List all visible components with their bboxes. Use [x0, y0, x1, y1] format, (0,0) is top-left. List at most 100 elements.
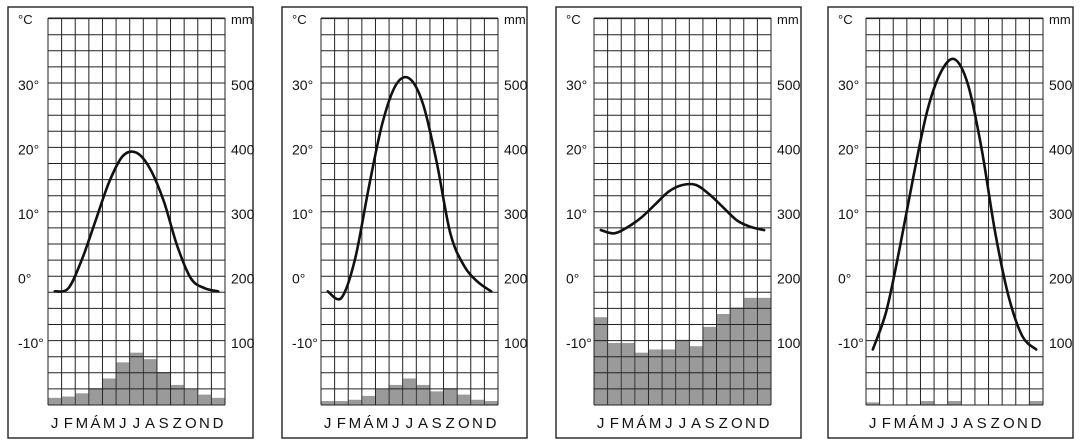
temp-tick-label: -10°: [292, 335, 318, 351]
month-label-10: O: [731, 415, 743, 432]
precip-bar-S: [430, 391, 444, 405]
month-label-8: S: [705, 415, 715, 432]
precip-tick-label: 500: [1049, 77, 1073, 93]
precip-bar-M: [102, 378, 116, 405]
temp-unit-label: °C: [838, 12, 853, 27]
precip-bar-Á: [362, 395, 375, 405]
precip-bar-J: [321, 401, 335, 405]
panel-frame: [281, 6, 528, 439]
precip-tick-label: 400: [1049, 142, 1073, 158]
month-label-7: A: [418, 415, 428, 432]
month-label-10: O: [458, 415, 470, 432]
temp-unit-label: °C: [18, 12, 33, 27]
precip-unit-label: mm: [504, 12, 526, 27]
month-label-7: A: [691, 415, 701, 432]
temp-unit-label: °C: [292, 12, 307, 27]
precip-bar-N: [471, 399, 484, 405]
precip-bar-J: [48, 397, 62, 405]
month-label-11: N: [199, 415, 210, 432]
precip-bar-A: [689, 346, 703, 405]
precip-bar-D: [1029, 401, 1043, 405]
precip-bar-J: [866, 402, 880, 405]
precip-bar-D: [484, 401, 498, 405]
month-label-2: M: [349, 415, 362, 432]
temperature-line: [53, 150, 220, 293]
precip-bar-D: [211, 397, 225, 405]
month-label-0: J: [51, 415, 59, 432]
precip-bar-M: [920, 401, 934, 405]
temp-tick-label: 0°: [566, 271, 579, 287]
precip-tick-label: 100: [504, 335, 528, 351]
month-label-5: J: [119, 415, 127, 432]
precip-tick-label: 200: [504, 271, 528, 287]
precip-bar-Z: [444, 388, 457, 405]
precip-bar-O: [457, 394, 471, 405]
month-label-3: Á: [908, 415, 918, 432]
temp-unit-label: °C: [566, 12, 581, 27]
month-label-4: M: [649, 415, 662, 432]
month-label-5: J: [665, 415, 673, 432]
month-label-12: D: [1031, 415, 1042, 432]
month-label-9: Z: [446, 415, 455, 432]
precip-tick-label: 200: [777, 271, 801, 287]
month-label-11: N: [472, 415, 483, 432]
month-label-12: D: [213, 415, 224, 432]
month-label-2: M: [622, 415, 635, 432]
precip-tick-label: 300: [1049, 206, 1073, 222]
month-label-7: A: [145, 415, 155, 432]
month-label-3: Á: [363, 415, 373, 432]
month-label-8: S: [977, 415, 987, 432]
month-label-9: Z: [173, 415, 182, 432]
precip-bar-M: [348, 399, 362, 405]
temp-tick-label: 10°: [566, 206, 587, 222]
temp-tick-label: 20°: [292, 142, 313, 158]
temp-tick-label: -10°: [566, 335, 592, 351]
month-label-7: A: [963, 415, 973, 432]
precip-bar-F: [62, 396, 75, 405]
precip-bar-M: [621, 343, 635, 405]
precip-bar-J: [403, 378, 416, 405]
precip-tick-label: 500: [231, 77, 255, 93]
month-label-6: J: [951, 415, 959, 432]
month-label-12: D: [486, 415, 497, 432]
precip-tick-label: 200: [231, 271, 255, 287]
temp-tick-label: 0°: [292, 271, 305, 287]
month-label-6: J: [133, 415, 141, 432]
precip-tick-label: 300: [777, 206, 801, 222]
panel-frame: [827, 6, 1074, 439]
temperature-line: [599, 182, 766, 235]
precip-bar-J: [662, 349, 676, 405]
month-label-10: O: [185, 415, 197, 432]
temp-tick-label: -10°: [838, 335, 864, 351]
precip-bar-A: [143, 359, 157, 405]
month-label-12: D: [759, 415, 770, 432]
precip-bar-F: [335, 401, 348, 405]
precip-bar-O: [184, 389, 198, 405]
precip-tick-label: 500: [504, 77, 528, 93]
temp-tick-label: 10°: [838, 206, 859, 222]
month-label-0: J: [869, 415, 877, 432]
month-label-2: M: [76, 415, 89, 432]
month-label-3: Á: [636, 415, 646, 432]
month-label-0: J: [597, 415, 605, 432]
month-label-4: M: [921, 415, 934, 432]
precip-bar-S: [703, 326, 717, 405]
month-label-1: F: [610, 415, 619, 432]
temp-tick-label: 0°: [838, 271, 851, 287]
month-label-4: M: [103, 415, 116, 432]
temp-tick-label: 30°: [292, 77, 313, 93]
month-label-6: J: [679, 415, 687, 432]
month-label-2: M: [894, 415, 907, 432]
month-label-6: J: [406, 415, 414, 432]
precip-tick-label: 500: [777, 77, 801, 93]
precip-tick-label: 300: [504, 206, 528, 222]
precip-tick-label: 100: [777, 335, 801, 351]
temp-tick-label: 0°: [18, 271, 31, 287]
temp-tick-label: 10°: [292, 206, 313, 222]
month-label-5: J: [937, 415, 945, 432]
temperature-line: [326, 75, 493, 301]
precip-bar-F: [608, 343, 621, 405]
precip-bar-J: [594, 317, 608, 405]
precip-tick-label: 400: [777, 142, 801, 158]
